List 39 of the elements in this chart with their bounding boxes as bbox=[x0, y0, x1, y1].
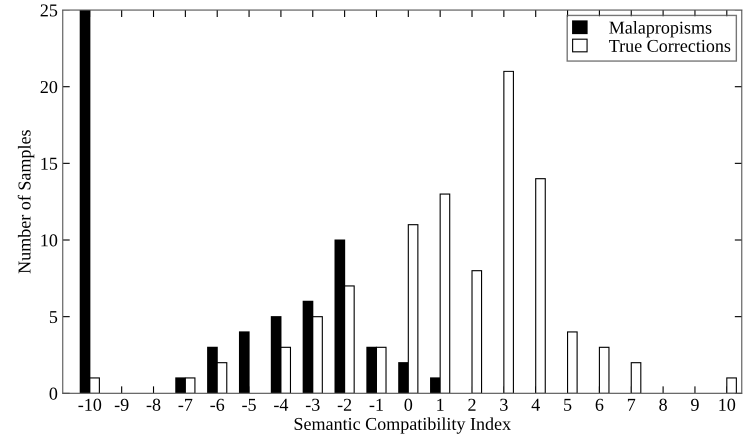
bar bbox=[471, 270, 482, 394]
bar bbox=[535, 178, 546, 394]
y-tick-label: 15 bbox=[41, 158, 58, 170]
x-tick-label: 1 bbox=[437, 398, 444, 411]
y-axis-title: Number of Samples bbox=[18, 130, 34, 274]
y-tick-label: 20 bbox=[40, 80, 58, 94]
x-tick-label: 10 bbox=[719, 398, 736, 411]
x-tick-label: -4 bbox=[274, 398, 288, 411]
bar bbox=[567, 331, 578, 394]
x-tick-label: -7 bbox=[178, 398, 192, 411]
x-tick-label: -5 bbox=[242, 398, 256, 411]
x-tick-label: 6 bbox=[596, 398, 604, 411]
y-tick-label: 0 bbox=[50, 388, 58, 400]
x-tick-label: 3 bbox=[500, 398, 508, 411]
bar bbox=[598, 346, 610, 394]
x-tick-label: -3 bbox=[306, 398, 320, 411]
x-tick-label: -2 bbox=[338, 398, 352, 411]
x-tick-label: 7 bbox=[628, 398, 636, 411]
y-tick-label: 25 bbox=[40, 4, 58, 16]
y-tick-label: 10 bbox=[41, 234, 58, 246]
x-tick-label: 2 bbox=[468, 398, 476, 411]
x-tick-label: 9 bbox=[691, 398, 699, 411]
x-tick-label: 8 bbox=[659, 398, 667, 411]
y-tick-label: 5 bbox=[50, 311, 58, 324]
bar bbox=[238, 331, 250, 394]
x-tick-label: 5 bbox=[564, 398, 572, 411]
legend-label: Malapropisms bbox=[609, 20, 712, 38]
bar bbox=[503, 70, 514, 394]
x-tick-label: -8 bbox=[146, 398, 160, 411]
x-axis-title: Semantic Compatibility Index bbox=[294, 417, 511, 434]
x-tick-label: -6 bbox=[210, 398, 224, 411]
bar bbox=[630, 362, 642, 394]
x-tick-label: -1 bbox=[370, 398, 383, 411]
x-tick-label: -9 bbox=[114, 398, 128, 411]
legend-label: True Corrections bbox=[609, 40, 730, 52]
x-tick-label: 0 bbox=[404, 398, 412, 411]
x-tick-label: -10 bbox=[78, 398, 102, 411]
x-tick-label: 4 bbox=[532, 398, 540, 411]
bar bbox=[726, 377, 737, 394]
